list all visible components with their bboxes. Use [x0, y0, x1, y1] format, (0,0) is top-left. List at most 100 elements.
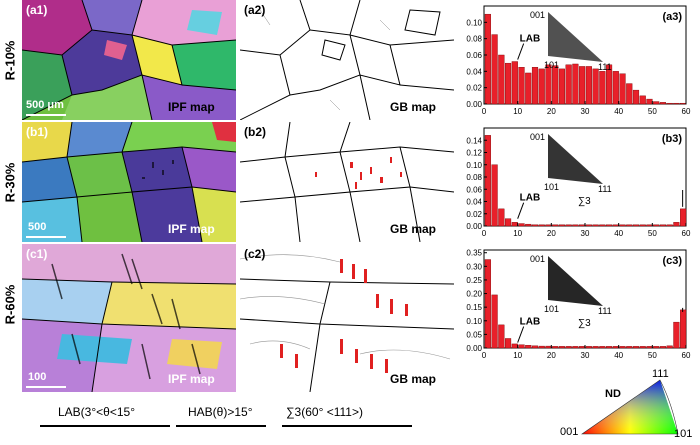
- bar: [491, 294, 498, 349]
- gb-map-label: GB map: [390, 372, 437, 386]
- inset-label-111: 111: [598, 184, 612, 194]
- lab-arrow: [517, 326, 525, 343]
- y-tick-label: 0.10: [466, 161, 482, 170]
- y-tick-label: 0.04: [466, 198, 482, 207]
- bar: [666, 224, 673, 227]
- y-tick-label: 0.02: [466, 210, 482, 219]
- bar: [646, 224, 653, 227]
- key-label-101: 101: [674, 428, 693, 440]
- y-tick-label: 0.00: [466, 222, 482, 231]
- y-tick-label: 0.35: [466, 249, 482, 258]
- bar: [484, 13, 491, 105]
- bar: [639, 346, 646, 349]
- bar: [531, 67, 539, 105]
- bar: [585, 346, 592, 349]
- bar: [558, 224, 565, 227]
- bar: [511, 61, 518, 105]
- bar: [498, 324, 505, 349]
- gb-map-b2: (b2) GB map: [240, 122, 454, 242]
- gb-map-c2: (c2) GB map: [240, 244, 454, 392]
- bar: [666, 102, 673, 105]
- bar: [545, 224, 552, 227]
- bar: [545, 345, 552, 349]
- key-label-111: 111: [652, 368, 669, 380]
- y-tick-label: 0.08: [466, 173, 482, 182]
- gb-map-image: [240, 254, 454, 392]
- panel-id-c2: (c2): [244, 247, 266, 261]
- scale-bar: [26, 386, 66, 388]
- bar: [646, 346, 653, 349]
- x-tick-label: 0: [482, 229, 487, 238]
- bar: [552, 65, 559, 105]
- x-tick-label: 50: [648, 229, 657, 238]
- bar: [653, 224, 660, 227]
- bar: [619, 346, 626, 349]
- bar: [538, 224, 545, 227]
- inset-label-111: 111: [598, 306, 612, 316]
- scale-bar: [26, 114, 66, 116]
- bar: [666, 345, 673, 349]
- bar: [511, 343, 518, 349]
- bar: [498, 208, 505, 227]
- row-label-r60: R-60%: [2, 284, 18, 324]
- bar: [558, 68, 565, 105]
- row-label-r10: R-10%: [2, 40, 18, 80]
- x-tick-label: 10: [513, 229, 522, 238]
- bar: [552, 224, 559, 227]
- x-tick-label: 50: [648, 351, 657, 360]
- bar: [525, 345, 532, 349]
- panel-id-b2: (b2): [244, 125, 266, 139]
- bar: [592, 224, 599, 227]
- key-label-001: 001: [560, 426, 579, 438]
- bar: [659, 346, 666, 349]
- bar: [632, 89, 640, 105]
- bar: [511, 222, 518, 227]
- bar: [585, 66, 592, 105]
- bar: [659, 224, 666, 227]
- histogram-b3: 0.00 0.02 0.04 0.06 0.08 0.10 0.12 0.14 0 10 20 30 4…: [466, 127, 691, 238]
- inset-label-111: 111: [598, 62, 612, 72]
- y-tick-label: 0.05: [466, 330, 482, 339]
- x-tick-label: 30: [581, 229, 590, 238]
- bar: [680, 208, 687, 227]
- legend-hab: HAB(θ)>15°: [188, 405, 253, 419]
- bar: [505, 218, 512, 227]
- ipf-key-triangle: [581, 379, 679, 435]
- bar: [572, 346, 579, 349]
- ipf-map-label: IPF map: [168, 222, 215, 236]
- x-tick-label: 0: [482, 351, 487, 360]
- lab-arrow: [517, 43, 525, 60]
- inset-label-001: 001: [530, 254, 545, 264]
- bar: [525, 72, 532, 105]
- y-tick-label: 0.06: [466, 185, 482, 194]
- bar: [484, 259, 491, 349]
- gb-map-a2: (a2) GB map: [240, 0, 454, 120]
- bar: [505, 62, 512, 105]
- bar: [484, 135, 491, 227]
- y-tick-label: 0.25: [466, 276, 482, 285]
- x-tick-label: 60: [682, 351, 691, 360]
- bar: [619, 73, 626, 105]
- y-tick-label: 0.04: [466, 67, 482, 76]
- bar: [605, 224, 613, 227]
- ipf-map-label: IPF map: [168, 100, 215, 114]
- y-tick-label: 0.30: [466, 262, 482, 271]
- bar: [612, 346, 619, 349]
- bar: [518, 223, 525, 227]
- x-tick-label: 60: [682, 229, 691, 238]
- bar: [538, 345, 545, 349]
- panel-id-c1: (c1): [26, 247, 48, 261]
- bar: [680, 309, 687, 349]
- bar: [518, 344, 525, 349]
- lab-annotation: LAB: [520, 34, 541, 45]
- bar: [498, 54, 505, 105]
- bar: [626, 224, 633, 227]
- bar: [632, 224, 640, 227]
- bar: [545, 64, 552, 105]
- x-tick-label: 30: [581, 351, 590, 360]
- bar: [552, 346, 559, 349]
- bar: [518, 67, 525, 105]
- bar: [565, 64, 572, 105]
- inset-pole-figure: [548, 134, 603, 184]
- bar: [585, 224, 592, 227]
